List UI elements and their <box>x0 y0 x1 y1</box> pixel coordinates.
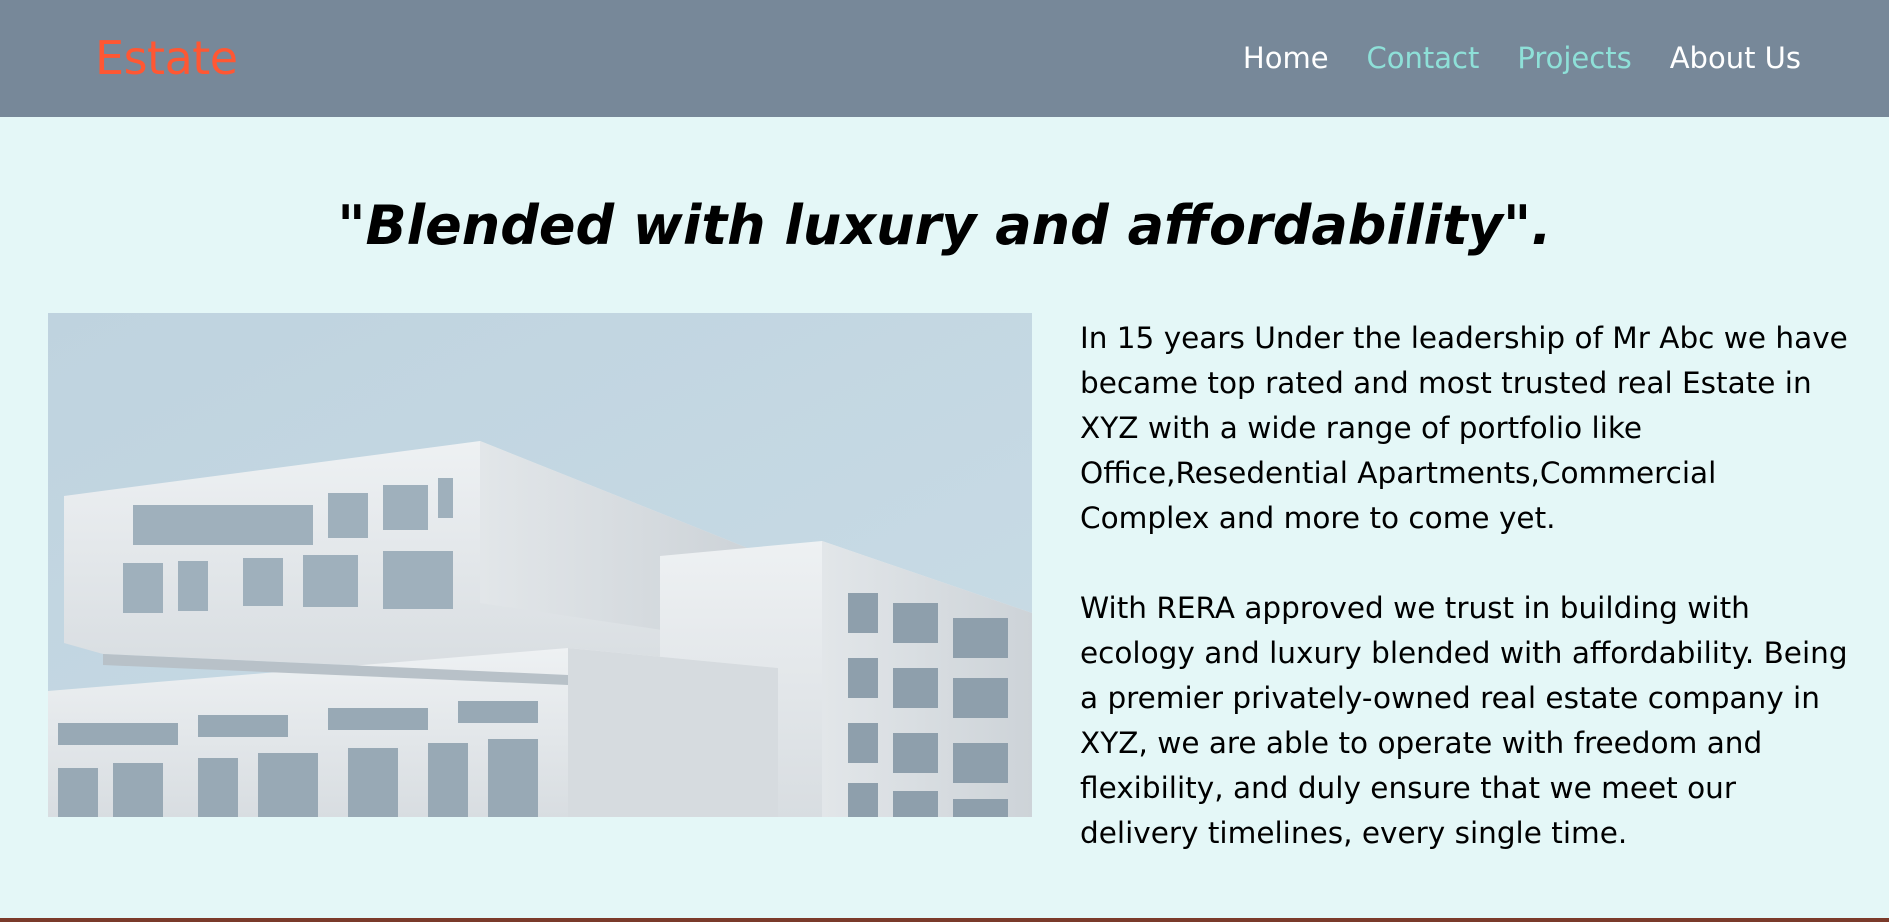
building-photo <box>48 313 1032 817</box>
footer-divider <box>0 918 1889 922</box>
about-paragraph-2: With RERA approved we trust in building … <box>1080 591 1848 850</box>
about-paragraph-1: In 15 years Under the leadership of Mr A… <box>1080 321 1848 535</box>
page-tagline: "Blended with luxury and affordability". <box>337 194 1552 258</box>
nav-menu: Home Contact Projects About Us <box>1243 38 1801 78</box>
navbar: Estate Home Contact Projects About Us <box>0 0 1889 117</box>
about-section: In 15 years Under the leadership of Mr A… <box>1080 316 1850 901</box>
nav-link-contact[interactable]: Contact <box>1366 41 1480 75</box>
nav-link-home[interactable]: Home <box>1242 41 1329 75</box>
brand-logo[interactable]: Estate <box>95 31 238 85</box>
nav-link-projects[interactable]: Projects <box>1517 41 1632 75</box>
nav-link-about-us[interactable]: About Us <box>1669 41 1801 75</box>
